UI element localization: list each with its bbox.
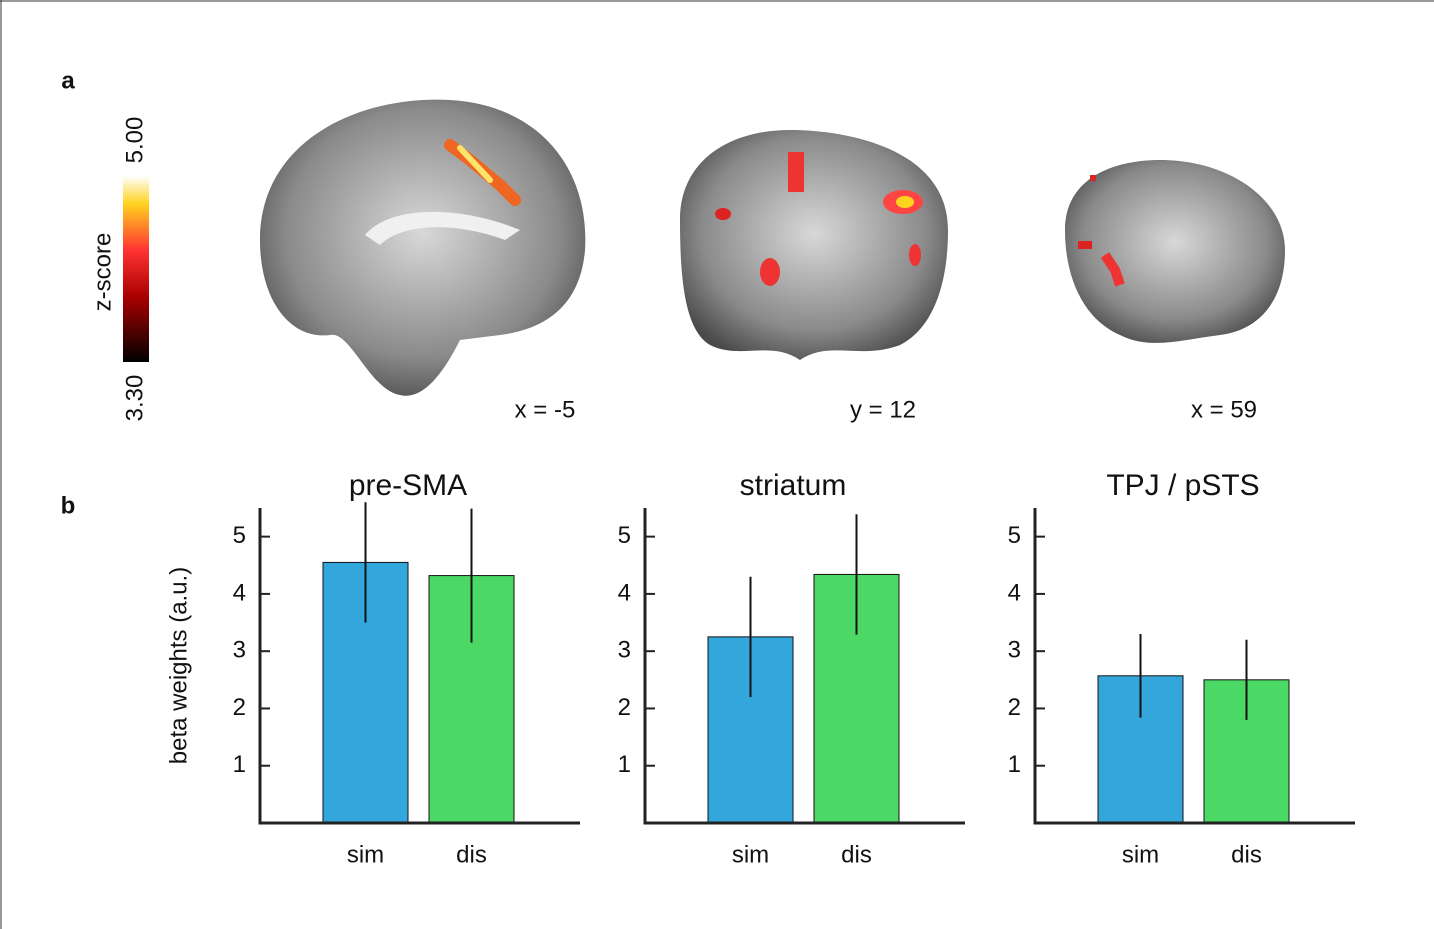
y-tick-label: 1 xyxy=(618,751,631,778)
x-tick-label: dis xyxy=(456,841,487,868)
colorbar-max: 5.00 xyxy=(121,117,148,164)
x-tick-label: sim xyxy=(1122,841,1159,868)
colorbar-min: 3.30 xyxy=(121,375,148,422)
y-axis-label: beta weights (a.u.) xyxy=(165,567,192,764)
y-tick-label: 5 xyxy=(233,522,246,549)
panel-label: a xyxy=(61,67,75,94)
brain-sagittal xyxy=(260,99,586,396)
x-tick-label: sim xyxy=(732,841,769,868)
brain-coronal xyxy=(680,130,948,360)
y-tick-label: 2 xyxy=(618,694,631,721)
y-tick-label: 5 xyxy=(618,522,631,549)
colorbar-label: z-score xyxy=(89,233,116,312)
colorbar xyxy=(123,176,149,362)
chart-title: striatum xyxy=(740,469,847,502)
x-tick-label: sim xyxy=(347,841,384,868)
slice-label: x = 59 xyxy=(1191,396,1257,423)
brain-lateral xyxy=(1065,160,1285,343)
x-tick-label: dis xyxy=(1231,841,1262,868)
y-tick-label: 1 xyxy=(233,751,246,778)
chart-title: pre-SMA xyxy=(349,469,467,502)
y-tick-label: 3 xyxy=(618,637,631,664)
y-tick-label: 2 xyxy=(1008,694,1021,721)
y-tick-label: 3 xyxy=(1008,637,1021,664)
slice-label: y = 12 xyxy=(850,396,916,423)
slice-label: x = -5 xyxy=(515,396,576,423)
y-tick-label: 3 xyxy=(233,637,246,664)
y-tick-label: 1 xyxy=(1008,751,1021,778)
chart-title: TPJ / pSTS xyxy=(1106,469,1259,502)
y-tick-label: 2 xyxy=(233,694,246,721)
y-tick-label: 4 xyxy=(233,579,246,606)
x-tick-label: dis xyxy=(841,841,872,868)
y-tick-label: 4 xyxy=(1008,579,1021,606)
y-tick-label: 5 xyxy=(1008,522,1021,549)
y-tick-label: 4 xyxy=(618,579,631,606)
panel-label: b xyxy=(61,492,76,519)
